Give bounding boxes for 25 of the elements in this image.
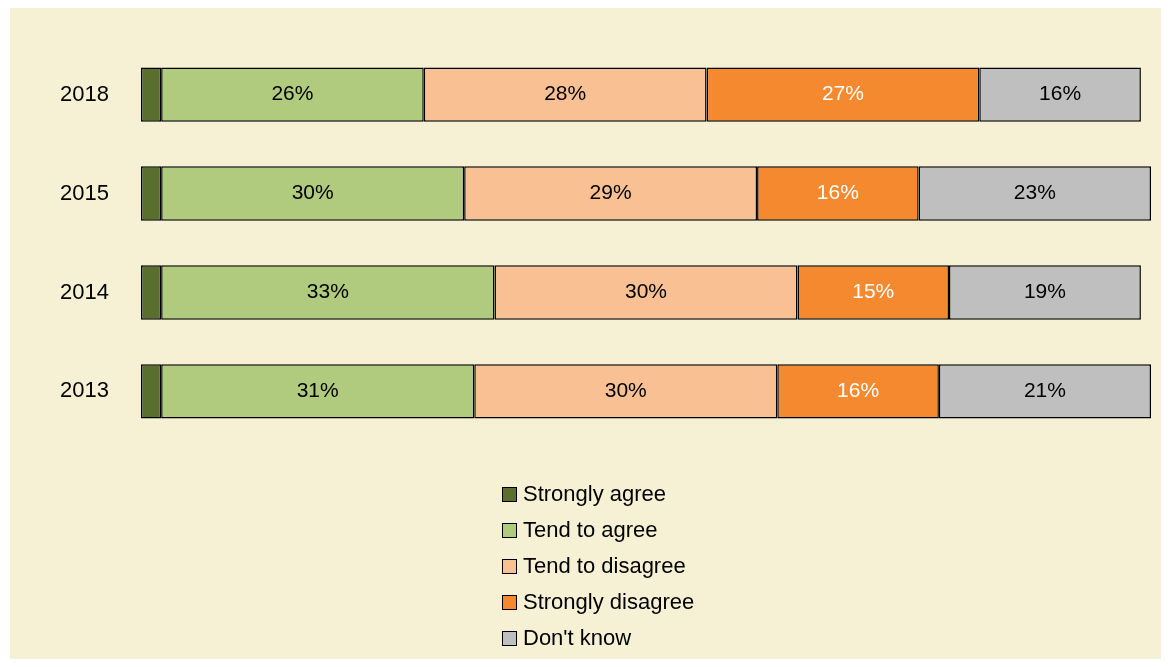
legend-label: Tend to agree [523, 517, 658, 543]
data-label: 16% [816, 180, 859, 204]
data-label: 23% [1013, 180, 1056, 204]
data-label: 21% [1023, 378, 1066, 402]
data-label: 26% [271, 81, 314, 105]
y-tick-label: 2013 [59, 377, 109, 403]
data-label: 30% [604, 378, 647, 402]
legend-label: Don't know [523, 625, 632, 651]
data-label: 29% [589, 180, 632, 204]
y-tick-label: 2014 [59, 278, 109, 304]
y-tick-label: 2018 [59, 80, 109, 106]
data-label: 27% [821, 81, 864, 105]
data-label: 31% [296, 378, 339, 402]
data-label: 30% [291, 180, 334, 204]
legend-label: Strongly disagree [523, 589, 695, 615]
data-label: 16% [837, 378, 880, 402]
data-label: 28% [544, 81, 587, 105]
data-label: 19% [1023, 279, 1066, 303]
data-label: 30% [624, 279, 667, 303]
y-tick-label: 2015 [59, 179, 109, 205]
data-label: 33% [306, 279, 349, 303]
legend-label: Strongly agree [523, 481, 667, 507]
legend-label: Tend to disagree [523, 553, 686, 579]
data-label: 15% [852, 279, 895, 303]
data-label: 16% [1039, 81, 1082, 105]
